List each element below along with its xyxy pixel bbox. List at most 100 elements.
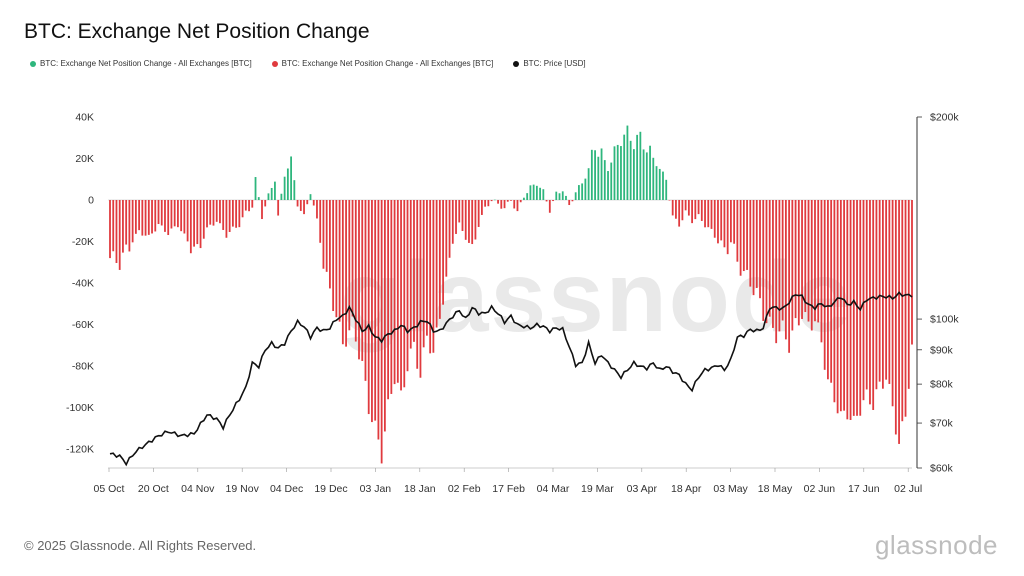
x-tick-label: 04 Mar	[537, 483, 570, 495]
bar	[558, 193, 561, 200]
bar	[529, 185, 532, 200]
bar	[471, 200, 474, 245]
bar	[749, 200, 752, 287]
bar	[231, 200, 234, 227]
x-tick-label: 19 Dec	[314, 483, 347, 495]
bar	[869, 200, 871, 405]
bar	[797, 200, 800, 326]
bar	[752, 200, 755, 296]
bar	[697, 200, 700, 215]
bar	[775, 200, 778, 344]
bar	[445, 200, 448, 277]
left-tick-label: -120K	[66, 444, 94, 456]
bar	[193, 200, 195, 247]
bar	[413, 200, 415, 342]
bar	[141, 200, 144, 236]
x-tick-label: 19 Nov	[226, 483, 260, 495]
bar	[322, 200, 325, 269]
bar	[561, 191, 564, 200]
bar	[429, 200, 432, 354]
bar	[306, 200, 309, 205]
bar	[862, 200, 865, 401]
bar	[189, 200, 192, 254]
bar	[620, 146, 622, 200]
legend-dot-price	[513, 60, 520, 67]
bar	[836, 200, 839, 414]
bar	[286, 168, 289, 200]
bar	[490, 200, 493, 202]
bar	[856, 200, 858, 416]
bar	[270, 187, 273, 200]
bar	[565, 195, 567, 200]
bar	[238, 200, 241, 228]
bar	[222, 200, 225, 230]
bar	[267, 193, 270, 200]
bar	[875, 200, 878, 390]
bar	[626, 125, 629, 200]
bar	[587, 168, 590, 200]
bar	[823, 200, 826, 370]
bar	[183, 200, 186, 234]
bar	[497, 200, 499, 204]
bar	[717, 200, 719, 244]
bar	[707, 200, 710, 228]
legend-item-price[interactable]: BTC: Price [USD]	[513, 59, 586, 68]
bar	[655, 166, 658, 200]
legend: BTC: Exchange Net Position Change - All …	[30, 59, 586, 68]
bar	[151, 200, 153, 234]
bar	[325, 200, 328, 272]
bar	[781, 200, 784, 321]
bar	[594, 150, 596, 200]
x-tick-label: 02 Jun	[804, 483, 836, 495]
bar	[419, 200, 422, 378]
bar	[629, 140, 632, 200]
bar	[122, 200, 124, 253]
bar	[406, 200, 409, 372]
bar	[241, 200, 244, 218]
bar	[400, 200, 402, 391]
bar	[820, 200, 823, 343]
bar	[827, 200, 829, 380]
bar	[904, 200, 907, 417]
x-tick-label: 02 Feb	[448, 483, 481, 495]
x-tick-label: 05 Oct	[94, 483, 125, 495]
bar	[765, 200, 768, 324]
bar	[581, 183, 584, 200]
bar	[814, 200, 816, 322]
bar	[474, 200, 477, 240]
bar	[215, 200, 218, 222]
bar	[432, 200, 435, 353]
bar	[843, 200, 845, 411]
legend-label-negative: BTC: Exchange Net Position Change - All …	[281, 59, 494, 68]
x-axis: 05 Oct 20 Oct 04 Nov 19 Nov 04 Dec 19 Dec 03 J…	[94, 468, 922, 495]
bar	[846, 200, 849, 420]
bar	[810, 200, 813, 331]
bar	[261, 200, 263, 220]
bar	[160, 200, 163, 226]
bar	[219, 200, 221, 224]
bar	[723, 200, 726, 248]
bar	[503, 200, 506, 209]
bar	[513, 200, 516, 209]
legend-item-positive[interactable]: BTC: Exchange Net Position Change - All …	[30, 59, 252, 68]
legend-label-positive: BTC: Exchange Net Position Change - All …	[40, 59, 252, 68]
bar	[691, 200, 693, 224]
bar	[804, 200, 807, 313]
bar	[484, 200, 487, 207]
bar	[138, 200, 141, 231]
bar	[817, 200, 820, 323]
bar	[552, 200, 554, 202]
bar	[380, 200, 383, 464]
legend-item-negative[interactable]: BTC: Exchange Net Position Change - All …	[271, 59, 494, 68]
bar	[523, 197, 525, 200]
bar	[451, 200, 454, 244]
bar	[801, 200, 803, 319]
x-tick-label: 03 Jan	[360, 483, 392, 495]
bar	[736, 200, 739, 262]
bar	[574, 192, 577, 200]
bar	[532, 184, 535, 200]
bar	[448, 200, 451, 258]
bar	[109, 200, 111, 259]
left-tick-label: 20K	[75, 153, 94, 165]
